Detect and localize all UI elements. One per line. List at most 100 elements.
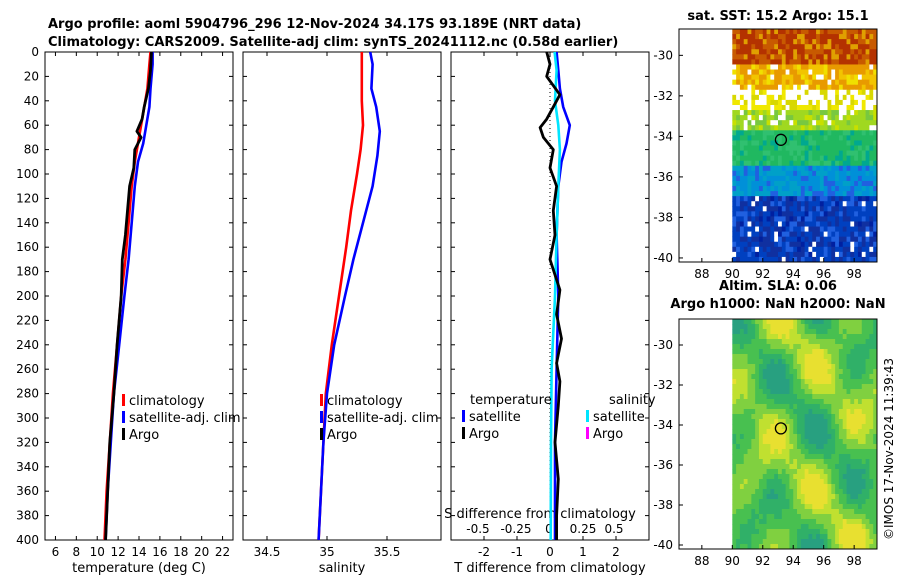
map-cell <box>831 54 836 60</box>
map-cell <box>857 489 863 495</box>
map-cell <box>778 135 783 141</box>
map-cell <box>808 130 813 136</box>
map-cell <box>808 419 813 425</box>
map-cell <box>838 79 844 86</box>
map-cell <box>736 150 741 157</box>
x-tick-label: 34.5 <box>254 545 281 559</box>
map-cell <box>793 454 798 460</box>
map-cell <box>785 349 790 355</box>
map-cell <box>861 251 866 258</box>
map-cell <box>751 29 756 35</box>
map-cell <box>869 44 874 50</box>
map-cell <box>819 324 825 330</box>
map-cell <box>778 494 783 500</box>
map-cell <box>793 64 798 70</box>
map-cell <box>758 524 764 530</box>
map-cell <box>854 369 859 375</box>
map-cell <box>869 439 874 445</box>
map-cell <box>770 236 775 243</box>
map-cell <box>816 180 821 187</box>
map-cell <box>846 140 851 146</box>
map-cell <box>751 489 756 495</box>
map-cell <box>823 424 828 430</box>
map-cell <box>732 369 737 375</box>
map-cell <box>816 354 821 360</box>
map-cell <box>747 469 752 475</box>
map-cell <box>850 544 855 550</box>
map-cell <box>766 379 771 385</box>
map-cell <box>850 489 855 495</box>
map-cell <box>762 524 767 530</box>
map-cell <box>857 236 863 243</box>
map-cell <box>800 135 806 141</box>
map-cell <box>774 125 779 131</box>
map-cell <box>774 221 779 227</box>
map-cell <box>865 206 870 212</box>
map-cell <box>869 319 874 325</box>
map-cell <box>785 170 790 177</box>
map-cell <box>747 186 752 192</box>
map-cell <box>793 499 798 505</box>
map-cell <box>797 115 802 121</box>
map-cell <box>816 439 821 445</box>
map-cell <box>831 201 836 207</box>
map-cell <box>736 180 741 187</box>
map-cell <box>823 145 828 151</box>
map-cell <box>869 49 874 55</box>
map-cell <box>797 479 802 485</box>
map-cell <box>823 94 828 101</box>
map-cell <box>819 409 825 415</box>
series-t-argo <box>538 51 563 540</box>
map-cell <box>857 135 863 141</box>
map-cell <box>812 140 817 146</box>
map-cell <box>758 374 764 380</box>
map-cell <box>766 74 771 81</box>
map-cell <box>831 464 836 470</box>
map-cell <box>816 509 821 515</box>
map-cell <box>747 389 752 395</box>
legend-swatch <box>320 428 323 440</box>
map-cell <box>797 374 802 380</box>
map-cell <box>755 94 760 101</box>
map-cell <box>755 464 760 470</box>
map-cell <box>789 529 794 535</box>
map-cell <box>816 211 821 217</box>
map-cell <box>747 324 752 330</box>
map-cell <box>774 474 779 480</box>
map-cell <box>793 89 798 96</box>
map-cell <box>804 404 809 410</box>
map-cell <box>751 464 756 470</box>
map-cell <box>850 394 855 400</box>
map-cell <box>869 226 874 233</box>
map-cell <box>812 529 817 535</box>
map-cell <box>762 489 767 495</box>
legend-swatch <box>320 411 323 423</box>
header-titles: Argo profile: aoml 5904796_296 12-Nov-20… <box>48 17 618 50</box>
map-cell <box>789 319 794 325</box>
map-cell <box>758 241 764 248</box>
map-cell <box>766 544 771 550</box>
map-cell <box>804 369 809 375</box>
map-cell <box>869 459 874 465</box>
map-cell <box>869 221 874 227</box>
map-cell <box>785 399 790 405</box>
map-cell <box>819 115 825 121</box>
map-cell <box>812 364 817 370</box>
map-cell <box>778 354 783 360</box>
map-cell <box>842 459 847 465</box>
map-cell <box>842 414 847 420</box>
map-cell <box>789 39 794 45</box>
map-cell <box>739 484 745 490</box>
map-cell <box>797 364 802 370</box>
map-cell <box>819 519 825 525</box>
map-cell <box>854 509 859 515</box>
map-cell <box>797 399 802 405</box>
map-cell <box>846 130 851 136</box>
map-cell <box>747 221 752 227</box>
map-cell <box>766 434 771 440</box>
map-cell <box>770 354 775 360</box>
map-cell <box>827 34 832 40</box>
map-cell <box>838 429 844 435</box>
map-cell <box>739 379 745 385</box>
map-cell <box>736 484 741 490</box>
